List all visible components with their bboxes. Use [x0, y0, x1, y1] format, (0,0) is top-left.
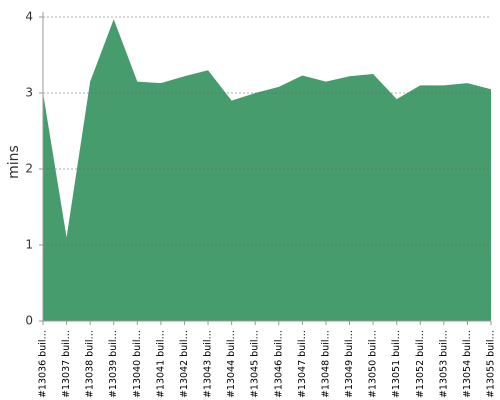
- x-tick-label: #13045 buil…: [250, 330, 261, 398]
- x-tick-label: #13047 buil…: [297, 330, 308, 398]
- x-tick-label: #13039 buil…: [108, 330, 119, 398]
- x-tick-label: #13055 buil…: [486, 330, 497, 398]
- area: [43, 19, 491, 322]
- x-tick-label: #13036 buil…: [38, 330, 49, 398]
- x-tick-label: #13043 buil…: [203, 330, 214, 398]
- y-tick-label: 0: [25, 314, 33, 328]
- x-tick-label: #13037 buil…: [61, 330, 72, 398]
- x-tick-label: #13042 buil…: [179, 330, 190, 398]
- x-tick-label: #13054 buil…: [462, 330, 473, 398]
- y-tick-label: 2: [25, 162, 33, 176]
- y-tick-label: 3: [25, 86, 33, 100]
- y-axis-label: mins: [6, 145, 22, 179]
- x-tick-label: #13051 buil…: [391, 330, 402, 398]
- x-tick-label: #13052 buil…: [415, 330, 426, 398]
- x-tick-label: #13048 buil…: [320, 330, 331, 398]
- x-tick-label: #13041 buil…: [155, 330, 166, 398]
- x-tick-label: #13046 buil…: [273, 330, 284, 398]
- x-tick-label: #13040 buil…: [132, 330, 143, 398]
- x-tick-label: #13038 buil…: [85, 330, 96, 398]
- y-tick-label: 4: [25, 10, 33, 24]
- x-tick-label: #13053 buil…: [438, 330, 449, 398]
- x-tick-label: #13049 buil…: [344, 330, 355, 398]
- x-tick-label: #13050 buil…: [368, 330, 379, 398]
- y-tick-label: 1: [25, 238, 33, 252]
- x-tick-label: #13044 buil…: [226, 330, 237, 398]
